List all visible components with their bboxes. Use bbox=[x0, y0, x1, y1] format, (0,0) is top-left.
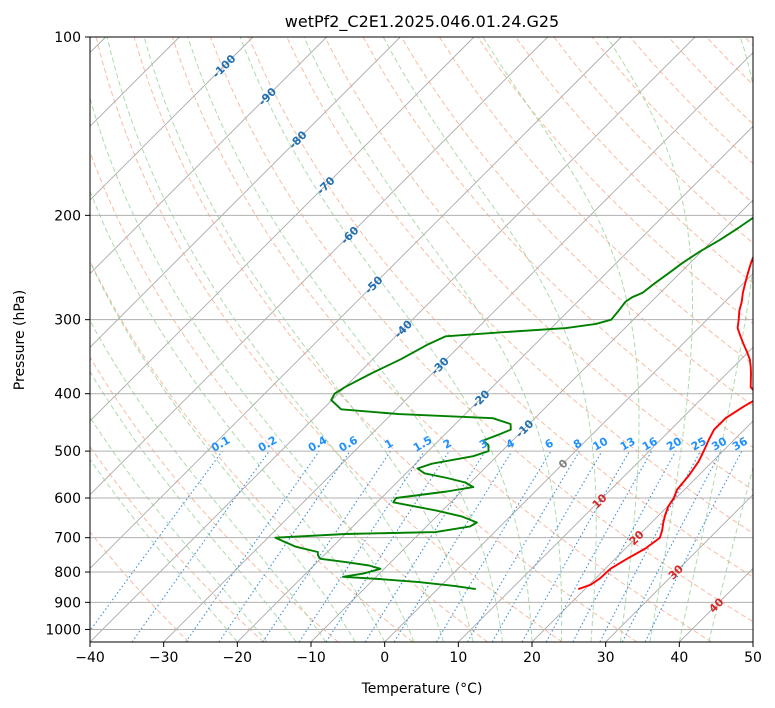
plot-frame bbox=[89, 36, 754, 643]
temperature-profile-line bbox=[577, 255, 753, 590]
y-tick-label: 1000 bbox=[45, 622, 81, 638]
mixing-ratio-line bbox=[90, 450, 223, 632]
isotherm-line bbox=[90, 37, 548, 496]
dry-adiabat-line bbox=[324, 37, 753, 491]
isotherm-line bbox=[163, 52, 753, 642]
dewpoint-profile-line bbox=[274, 216, 753, 591]
moist-adiabat-line bbox=[143, 37, 474, 642]
isotherm-line bbox=[90, 37, 254, 201]
mixing-ratio-line bbox=[298, 450, 425, 642]
mixing-ratio-line bbox=[131, 450, 270, 642]
y-tick-label: 700 bbox=[54, 531, 81, 547]
y-tick-label: 400 bbox=[54, 387, 81, 403]
isotherm-line bbox=[90, 37, 327, 275]
moist-adiabat-line bbox=[187, 37, 503, 642]
x-tick-label: 40 bbox=[670, 650, 688, 666]
y-tick-label: 900 bbox=[54, 595, 81, 611]
dry-adiabat-line bbox=[248, 37, 753, 578]
mixing-ratio-line bbox=[572, 450, 677, 642]
dry-adiabat-line bbox=[438, 37, 753, 366]
isotherm-line bbox=[237, 125, 753, 642]
y-tick-label: 800 bbox=[54, 565, 81, 581]
x-tick-label: −30 bbox=[149, 650, 179, 666]
isotherm-line bbox=[384, 273, 753, 642]
y-tick-label: 600 bbox=[54, 491, 81, 507]
x-tick-label: 0 bbox=[380, 650, 389, 666]
mixing-ratio-line bbox=[393, 450, 513, 642]
y-tick-label: 100 bbox=[54, 30, 81, 46]
dry-adiabat-line bbox=[210, 37, 753, 623]
isotherm-line bbox=[90, 37, 696, 642]
x-tick-label: 20 bbox=[523, 650, 541, 666]
y-tick-label: 300 bbox=[54, 313, 81, 329]
moist-adiabat-line bbox=[90, 260, 356, 642]
y-tick-label: 500 bbox=[54, 444, 81, 460]
moist-adiabat-line bbox=[382, 37, 597, 642]
y-axis-label: Pressure (hPa) bbox=[12, 290, 28, 390]
x-tick-label: −40 bbox=[75, 650, 105, 666]
mixing-ratio-line bbox=[185, 450, 320, 642]
chart-title: wetPf2_C2E1.2025.046.01.24.G25 bbox=[285, 12, 559, 32]
moist-adiabat-line bbox=[678, 37, 753, 642]
moist-adiabat-line bbox=[90, 416, 268, 642]
x-tick-label: 10 bbox=[449, 650, 467, 666]
dry-adiabat-line bbox=[400, 37, 753, 407]
profile-layer bbox=[274, 216, 753, 591]
moist-adiabat-line bbox=[708, 465, 753, 642]
moist-adiabat-line bbox=[106, 37, 445, 642]
isotherm-line bbox=[90, 37, 622, 569]
dry-adiabat-line bbox=[133, 37, 638, 642]
mixing-ratio-line bbox=[644, 450, 743, 642]
dry-adiabat-line bbox=[171, 37, 712, 642]
mixing-ratio-line bbox=[262, 450, 392, 642]
dry-adiabat-line bbox=[90, 356, 339, 642]
x-tick-label: 30 bbox=[597, 650, 615, 666]
moist-adiabat-line bbox=[606, 37, 693, 642]
mixing-ratio-line bbox=[325, 450, 450, 642]
mixing-ratio-line bbox=[218, 450, 351, 642]
x-tick-label: 50 bbox=[744, 650, 762, 666]
dry-adiabat-line bbox=[90, 259, 414, 642]
dry-adiabat-line bbox=[90, 531, 190, 642]
x-axis: −40 −30 −20 −10 0 10 20 30 40 50 bbox=[75, 642, 762, 666]
isotherm-line bbox=[605, 494, 753, 642]
moist-adiabat-line bbox=[482, 37, 640, 642]
moist-adiabat-line bbox=[90, 189, 386, 642]
isotherm-line bbox=[531, 420, 753, 642]
mixing-ratio-line bbox=[521, 450, 630, 642]
isotherm-line bbox=[458, 346, 753, 642]
moist-adiabat-line bbox=[90, 458, 238, 642]
dry-adiabat-line bbox=[90, 445, 264, 642]
dry-adiabat-line bbox=[95, 37, 563, 642]
moist-adiabat-line bbox=[303, 37, 563, 642]
dry-adiabat-line bbox=[515, 37, 753, 284]
moist-adiabat-line bbox=[90, 319, 327, 642]
y-axis: 100 200 300 400 500 600 700 800 900 1000 bbox=[45, 30, 90, 638]
x-axis-label: Temperature (°C) bbox=[361, 681, 483, 697]
isotherm-line bbox=[90, 37, 401, 348]
dry-adiabat-line bbox=[90, 150, 488, 642]
x-tick-label: −20 bbox=[223, 650, 253, 666]
mixing-ratio-line bbox=[545, 450, 653, 642]
isotherm-line bbox=[90, 37, 475, 422]
moist-adiabat-line bbox=[239, 37, 533, 642]
y-tick-label: 200 bbox=[54, 208, 81, 224]
x-tick-label: −10 bbox=[296, 650, 326, 666]
background-lines bbox=[90, 37, 753, 642]
